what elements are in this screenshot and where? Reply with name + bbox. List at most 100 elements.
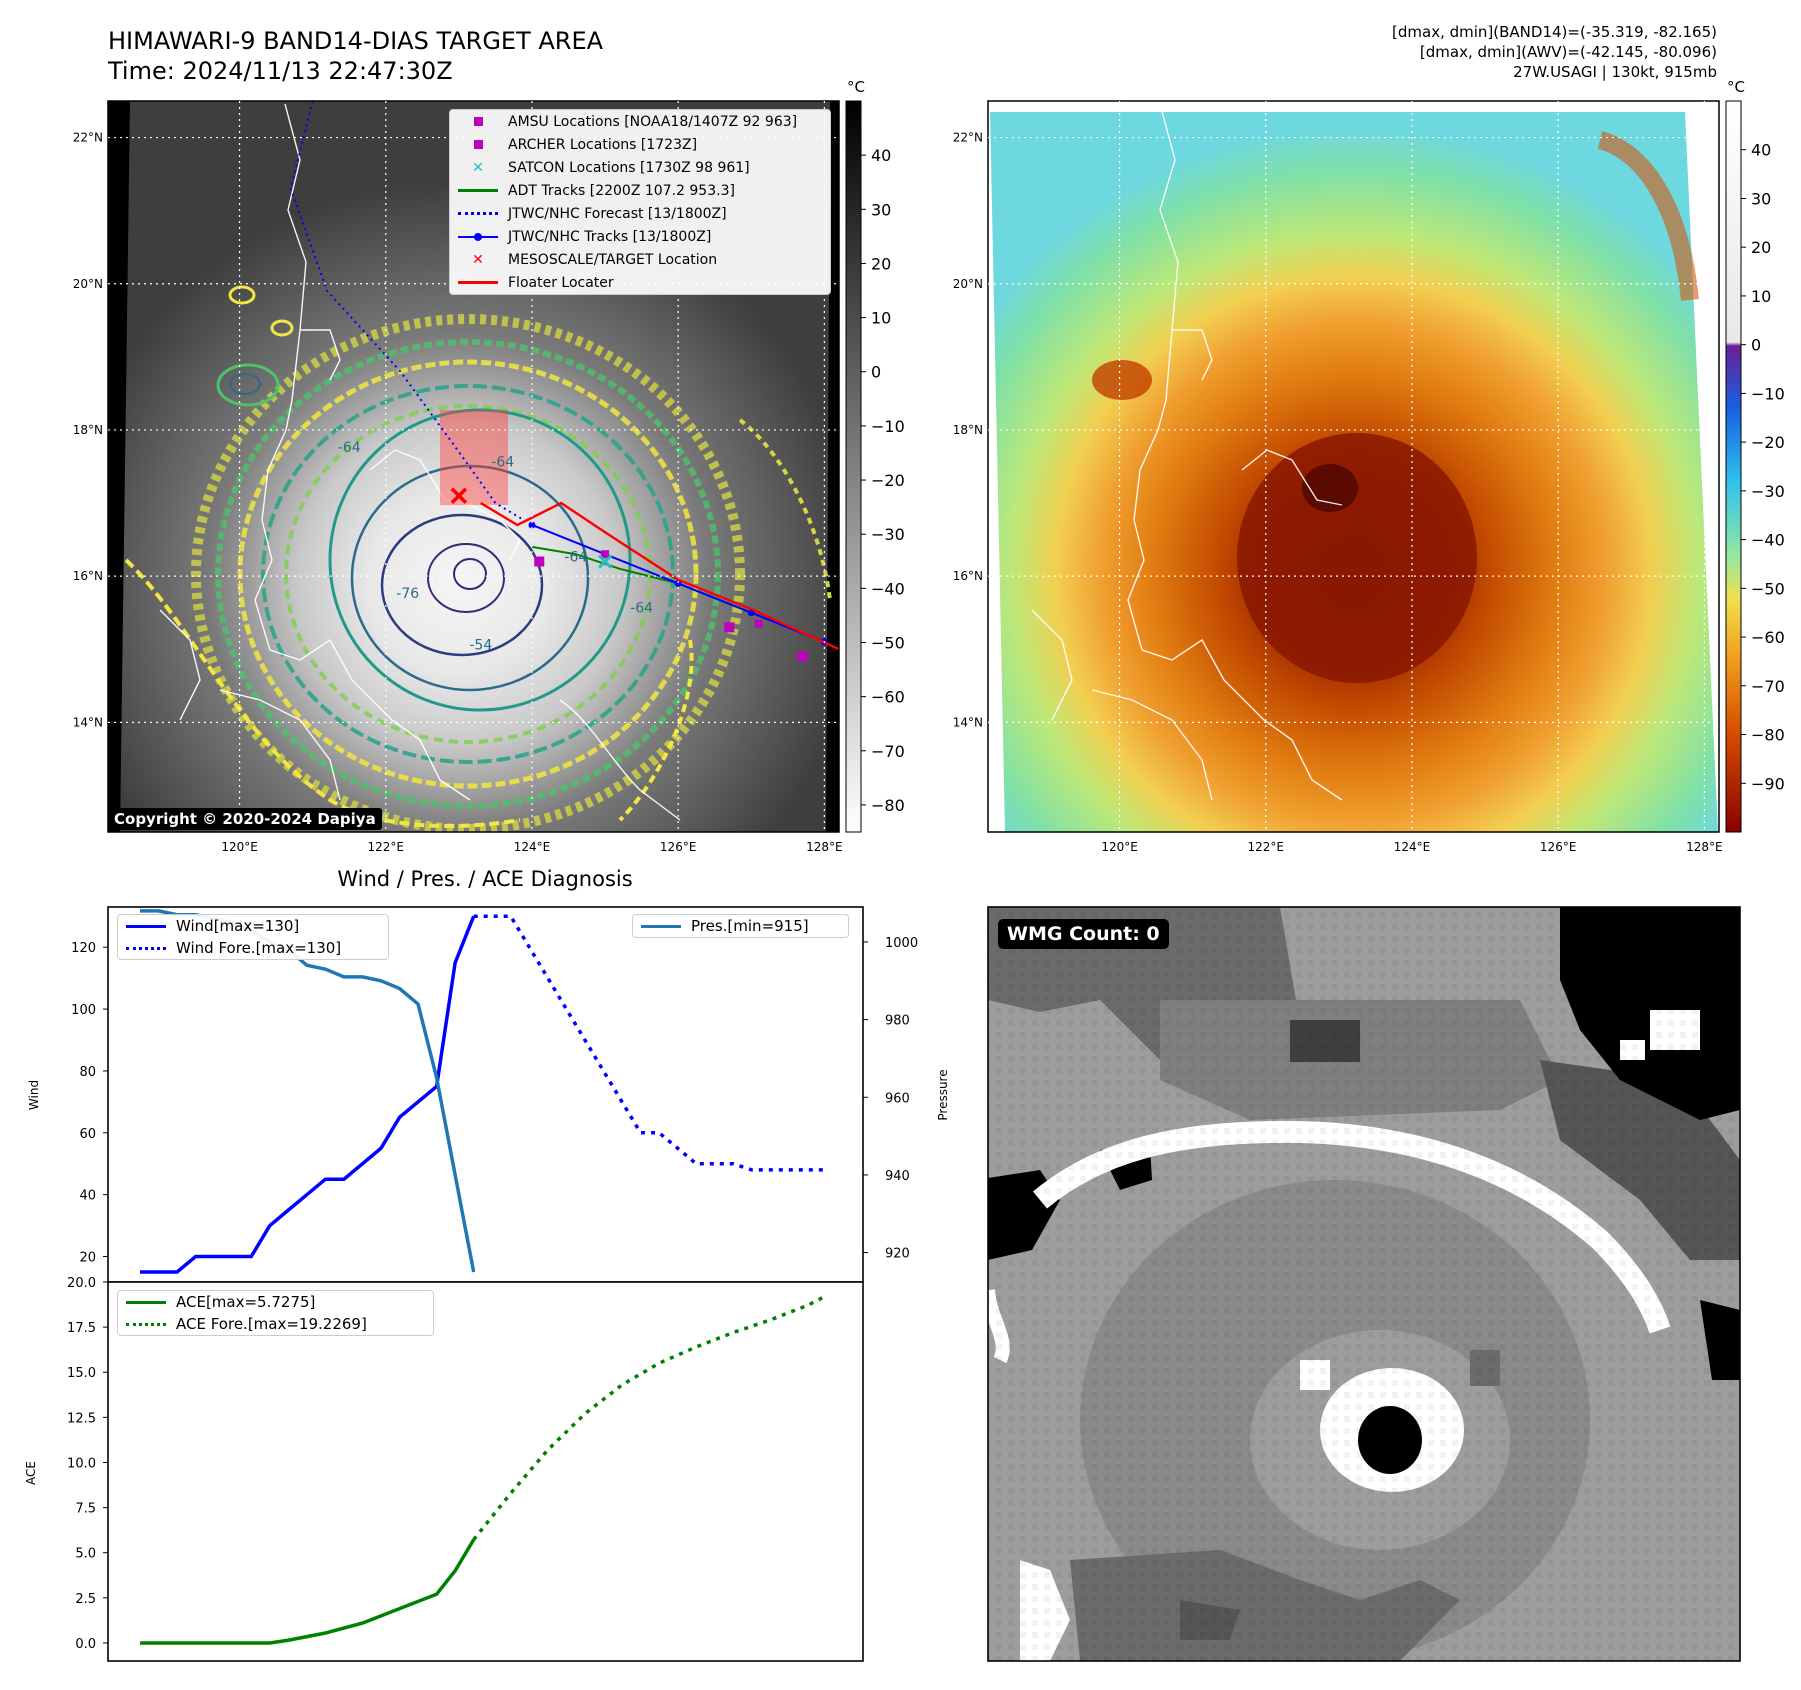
wind-tick-label: 40 bbox=[79, 1189, 96, 1204]
legend-symbol-icon bbox=[458, 116, 498, 128]
legend-symbol-icon: ✕ bbox=[472, 159, 484, 176]
diagnosis-title: Wind / Pres. / ACE Diagnosis bbox=[337, 867, 632, 891]
figure-info: [dmax, dmin](BAND14)=(-35.319, -82.165) … bbox=[1392, 22, 1717, 82]
colorbar-tick-label: −70 bbox=[1751, 677, 1785, 696]
lon-tick-label: 124°E bbox=[1394, 840, 1431, 854]
info-line-3: 27W.USAGI | 130kt, 915mb bbox=[1513, 63, 1717, 81]
ir-colorbar bbox=[845, 100, 862, 833]
lat-tick-label: 18°N bbox=[73, 423, 103, 437]
colorbar-tick-label: −40 bbox=[1751, 531, 1785, 550]
wind-tick-label: 20 bbox=[79, 1251, 96, 1266]
ace-line bbox=[140, 1538, 476, 1645]
ace-legend: ACE[max=5.7275] ACE Fore.[max=19.2269] bbox=[117, 1290, 434, 1336]
awv-map-panel: 120°E 122°E 124°E 126°E 128°E 22°N 20°N 18°N 16°… bbox=[953, 78, 1785, 854]
legend-label: JTWC/NHC Tracks [13/1800Z] bbox=[508, 228, 712, 245]
lon-tick-label: 128°E bbox=[1686, 840, 1723, 854]
ace-forecast-line bbox=[472, 1294, 827, 1541]
wind-forecast-line bbox=[473, 914, 826, 1172]
ace-axis-label: ACE bbox=[24, 1461, 38, 1485]
legend-entry: ADT Tracks [2200Z 107.2 953.3] bbox=[450, 179, 830, 202]
amsu-point bbox=[797, 651, 808, 662]
info-line-2: [dmax, dmin](AWV)=(-42.145, -80.096) bbox=[1419, 43, 1717, 61]
legend-symbol-icon: ✕ bbox=[472, 251, 484, 268]
legend-entry: JTWC/NHC Forecast [13/1800Z] bbox=[450, 202, 830, 225]
ace-tick-label: 7.5 bbox=[75, 1502, 96, 1517]
colorbar-tick-label: −10 bbox=[1751, 384, 1785, 403]
wmg-count-badge: WMG Count: 0 bbox=[998, 919, 1169, 949]
ace-chart: 0.0 2.5 5.0 7.5 10.0 12.5 15.0 17.5 20.0 ACE bbox=[24, 1276, 864, 1662]
colorbar-tick-label: −90 bbox=[1751, 774, 1785, 793]
pressure-tick-label: 1000 bbox=[885, 936, 918, 951]
legend-entry: ACE Fore.[max=19.2269] bbox=[118, 1313, 433, 1335]
colorbar-tick-label: −50 bbox=[871, 633, 905, 652]
forecast-track-line bbox=[289, 101, 533, 526]
jtwc-track-point bbox=[528, 521, 536, 529]
contour-label: -64 bbox=[630, 601, 653, 617]
colorbar-tick-label: −30 bbox=[871, 525, 905, 544]
legend-entry: ✕ MESOSCALE/TARGET Location bbox=[450, 248, 830, 271]
target-box bbox=[440, 410, 508, 505]
pressure-tick-label: 940 bbox=[885, 1169, 910, 1184]
legend-symbol-icon bbox=[458, 139, 498, 151]
title-line-1: HIMAWARI-9 BAND14-DIAS TARGET AREA bbox=[108, 27, 604, 55]
ir-colorbar-ticks: 40 30 20 10 0 −10 −20 −30 −40 −50 −60 −70 −80 bbox=[861, 146, 905, 815]
info-line-1: [dmax, dmin](BAND14)=(-35.319, -82.165) bbox=[1392, 23, 1717, 41]
contour-label: -64 bbox=[338, 440, 361, 456]
legend-entry: Wind[max=130] bbox=[118, 915, 388, 937]
colorbar-tick-label: −60 bbox=[1751, 628, 1785, 647]
legend-symbol-icon bbox=[126, 920, 166, 932]
lat-tick-label: 22°N bbox=[953, 131, 983, 145]
lon-tick-label: 126°E bbox=[660, 840, 697, 854]
ace-tick-label: 5.0 bbox=[75, 1547, 96, 1562]
ir-colorbar-unit: °C bbox=[847, 78, 865, 96]
colorbar-tick-label: 10 bbox=[871, 309, 891, 328]
target-location-marker bbox=[450, 487, 468, 504]
ace-tick-label: 15.0 bbox=[67, 1366, 96, 1381]
lon-tick-label: 120°E bbox=[1101, 840, 1138, 854]
lat-tick-label: 22°N bbox=[73, 131, 103, 145]
copyright-badge: Copyright © 2020-2024 Dapiya bbox=[108, 808, 382, 830]
awv-colorbar bbox=[1725, 100, 1742, 833]
colorbar-tick-label: 0 bbox=[1751, 336, 1761, 355]
contour-label: -64 bbox=[491, 455, 514, 471]
archer-point bbox=[601, 550, 610, 559]
colorbar-tick-label: 0 bbox=[871, 363, 881, 382]
wind-tick-label: 120 bbox=[71, 941, 96, 956]
lat-tick-label: 18°N bbox=[953, 423, 983, 437]
pressure-legend: Pres.[min=915] bbox=[632, 914, 849, 938]
lon-tick-label: 128°E bbox=[806, 840, 843, 854]
colorbar-tick-label: −40 bbox=[871, 579, 905, 598]
lon-tick-label: 126°E bbox=[1540, 840, 1577, 854]
legend-label: Wind Fore.[max=130] bbox=[176, 939, 342, 957]
legend-label: ADT Tracks [2200Z 107.2 953.3] bbox=[508, 182, 735, 199]
lat-tick-label: 14°N bbox=[953, 715, 983, 729]
amsu-point bbox=[724, 622, 735, 633]
awv-colorbar-unit: °C bbox=[1727, 78, 1745, 96]
wind-legend: Wind[max=130] Wind Fore.[max=130] bbox=[117, 914, 389, 960]
legend-symbol-icon bbox=[458, 231, 498, 243]
storm-tracks bbox=[289, 101, 839, 662]
wind-line bbox=[140, 915, 476, 1274]
contour-label: -54 bbox=[469, 637, 492, 653]
legend-label: AMSU Locations [NOAA18/1407Z 92 963] bbox=[508, 113, 798, 130]
legend-symbol-icon bbox=[126, 1296, 166, 1308]
lon-tick-label: 122°E bbox=[1248, 840, 1285, 854]
legend-label: ARCHER Locations [1723Z] bbox=[508, 136, 698, 153]
lat-tick-label: 16°N bbox=[73, 569, 103, 583]
legend-entry: JTWC/NHC Tracks [13/1800Z] bbox=[450, 225, 830, 248]
colorbar-tick-label: −20 bbox=[871, 471, 905, 490]
lat-tick-label: 16°N bbox=[953, 569, 983, 583]
colorbar-tick-label: 20 bbox=[871, 254, 891, 273]
colorbar-tick-label: −20 bbox=[1751, 433, 1785, 452]
legend-entry: Wind Fore.[max=130] bbox=[118, 937, 388, 959]
colorbar-tick-label: 40 bbox=[1751, 141, 1771, 160]
legend-entry: AMSU Locations [NOAA18/1407Z 92 963] bbox=[450, 110, 830, 133]
legend-label: SATCON Locations [1730Z 98 961] bbox=[508, 159, 750, 176]
contour-label: -76 bbox=[396, 586, 419, 602]
wmg-panel bbox=[987, 906, 1741, 1662]
colorbar-tick-label: 10 bbox=[1751, 287, 1771, 306]
legend-entry: ✕ SATCON Locations [1730Z 98 961] bbox=[450, 156, 830, 179]
ace-tick-label: 17.5 bbox=[67, 1321, 96, 1336]
ir-axis-labels: 120°E 122°E 124°E 126°E 128°E 22°N 20°N 18°N 16°… bbox=[73, 131, 843, 854]
